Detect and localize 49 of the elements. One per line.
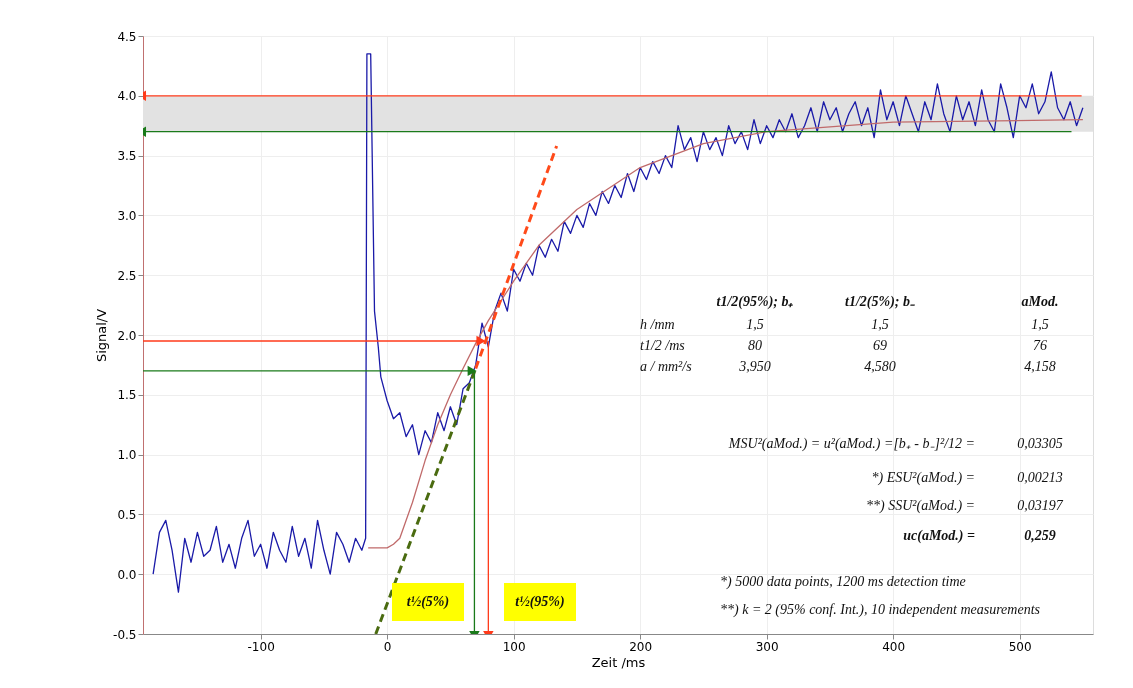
- annotation: 76: [1033, 338, 1047, 353]
- x-tick-label: 200: [629, 639, 653, 654]
- y-tick-label: 2.5: [117, 268, 137, 283]
- x-tick-label: 400: [882, 639, 906, 654]
- y-tick-label: 3.5: [117, 149, 137, 164]
- y-tick-label: 4.5: [117, 29, 137, 44]
- annotation: *) ESU²(aMod.) =: [871, 470, 975, 486]
- line-series: [367, 119, 1084, 549]
- annotation: 0,03197: [1017, 498, 1064, 513]
- y-tick-label: 0.5: [117, 507, 137, 522]
- annotation: 4,158: [1024, 359, 1056, 374]
- line-series: [152, 53, 1084, 593]
- annotation: aMod.: [1021, 294, 1059, 309]
- x-tick-label: -100: [247, 639, 275, 654]
- annotation: t1/2(5%); b₋: [845, 294, 915, 310]
- y-tick-label: 4.0: [117, 89, 137, 104]
- y-tick-label: 1.0: [117, 448, 137, 463]
- annotation: a / mm²/s: [640, 359, 693, 374]
- x-tick-label: 100: [502, 639, 526, 654]
- annotation: 1,5: [871, 317, 889, 332]
- x-tick-label: 500: [1008, 639, 1032, 654]
- y-tick-label: 1.5: [117, 388, 137, 403]
- annotation: 4,580: [864, 359, 896, 374]
- annotation: 80: [748, 338, 762, 353]
- y-tick-label: 0.0: [117, 567, 137, 582]
- annotation: h /mm: [640, 317, 675, 332]
- annotation: 0,03305: [1017, 436, 1063, 451]
- annotation: 1,5: [746, 317, 764, 332]
- annotation: **) k = 2 (95% conf. Int.), 10 independent measurements: [720, 602, 1041, 618]
- annotation: t1/2 /ms: [640, 338, 686, 353]
- y-tick-label: -0.5: [113, 627, 137, 642]
- x-axis-title: Zeit /ms: [591, 654, 646, 670]
- annotation: MSU²(aMod.) = u²(aMod.) =[b₊ - b₋]²/12 =: [727, 436, 975, 452]
- y-tick-label: 3.0: [117, 208, 137, 223]
- annotation: 1,5: [1031, 317, 1049, 332]
- x-tick-label: 0: [383, 639, 392, 654]
- annotation: t½(95%): [515, 594, 565, 610]
- annotation: 0,259: [1024, 528, 1056, 543]
- x-tick-label: 300: [755, 639, 779, 654]
- annotation: uc(aMod.) =: [903, 528, 976, 544]
- annotation: t1/2(95%); b₊: [716, 294, 794, 310]
- annotation: 0,00213: [1017, 470, 1063, 485]
- annotation: *) 5000 data points, 1200 ms detection time: [720, 574, 966, 590]
- y-axis-title: Signal/V: [94, 308, 110, 363]
- annotation: 3,950: [738, 359, 771, 374]
- y-tick-label: 2.0: [117, 328, 137, 343]
- annotation: t½(5%): [406, 594, 450, 610]
- annotation: 69: [873, 338, 887, 353]
- annotation: **) SSU²(aMod.) =: [866, 498, 975, 514]
